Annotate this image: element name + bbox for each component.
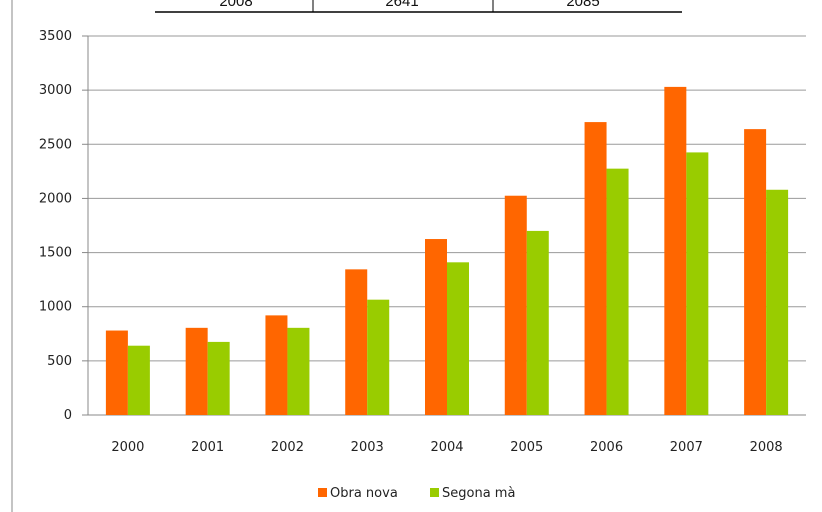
bar-segona-ma — [207, 341, 230, 415]
header-cell: 2008 — [219, 0, 252, 10]
x-axis-ticks: 2000 2001 2002 2003 2004 2005 2006 2007 2008 — [111, 440, 782, 455]
x-tick-label: 2008 — [750, 440, 783, 455]
bar-segona-ma — [606, 168, 629, 415]
y-axis-ticks: 0 500 1000 1500 2000 2500 3000 3500 — [39, 29, 88, 423]
y-tick-label: 0 — [64, 408, 72, 423]
x-tick-label: 2004 — [430, 440, 463, 455]
bar-segona-ma — [686, 152, 709, 415]
bars — [105, 86, 789, 415]
y-tick-label: 1500 — [39, 246, 72, 261]
bar-obra-nova — [664, 86, 687, 415]
bar-segona-ma — [526, 230, 549, 415]
bar-obra-nova — [265, 315, 288, 415]
bar-obra-nova — [425, 239, 447, 415]
y-tick-label: 3000 — [39, 83, 72, 98]
legend: Obra nova Segona mà — [318, 486, 515, 501]
x-tick-label: 2002 — [271, 440, 304, 455]
bar-obra-nova — [744, 129, 767, 415]
bar-obra-nova — [345, 269, 368, 415]
legend-swatch — [318, 488, 327, 497]
bar-segona-ma — [766, 189, 789, 415]
bar-segona-ma — [367, 299, 390, 415]
header-cell: 2085 — [566, 0, 599, 10]
bar-segona-ma — [447, 262, 469, 415]
legend-label: Obra nova — [330, 486, 398, 501]
bar-obra-nova — [185, 327, 208, 415]
header-table: 2008 2641 2085 — [155, 0, 682, 13]
bar-obra-nova — [105, 330, 128, 415]
y-tick-label: 2000 — [39, 191, 72, 206]
x-tick-label: 2003 — [351, 440, 384, 455]
x-tick-label: 2000 — [111, 440, 144, 455]
bar-obra-nova — [584, 122, 607, 415]
y-tick-label: 1000 — [39, 300, 72, 315]
legend-swatch — [430, 488, 439, 497]
y-tick-label: 3500 — [39, 29, 72, 44]
y-tick-label: 2500 — [39, 137, 72, 152]
header-cell: 2641 — [385, 0, 418, 10]
x-tick-label: 2001 — [191, 440, 224, 455]
x-tick-label: 2006 — [590, 440, 623, 455]
x-tick-label: 2007 — [670, 440, 703, 455]
bar-segona-ma — [127, 345, 150, 415]
bar-segona-ma — [287, 327, 310, 415]
y-tick-label: 500 — [47, 354, 72, 369]
legend-label: Segona mà — [442, 486, 515, 501]
x-tick-label: 2005 — [510, 440, 543, 455]
bar-obra-nova — [504, 195, 527, 415]
